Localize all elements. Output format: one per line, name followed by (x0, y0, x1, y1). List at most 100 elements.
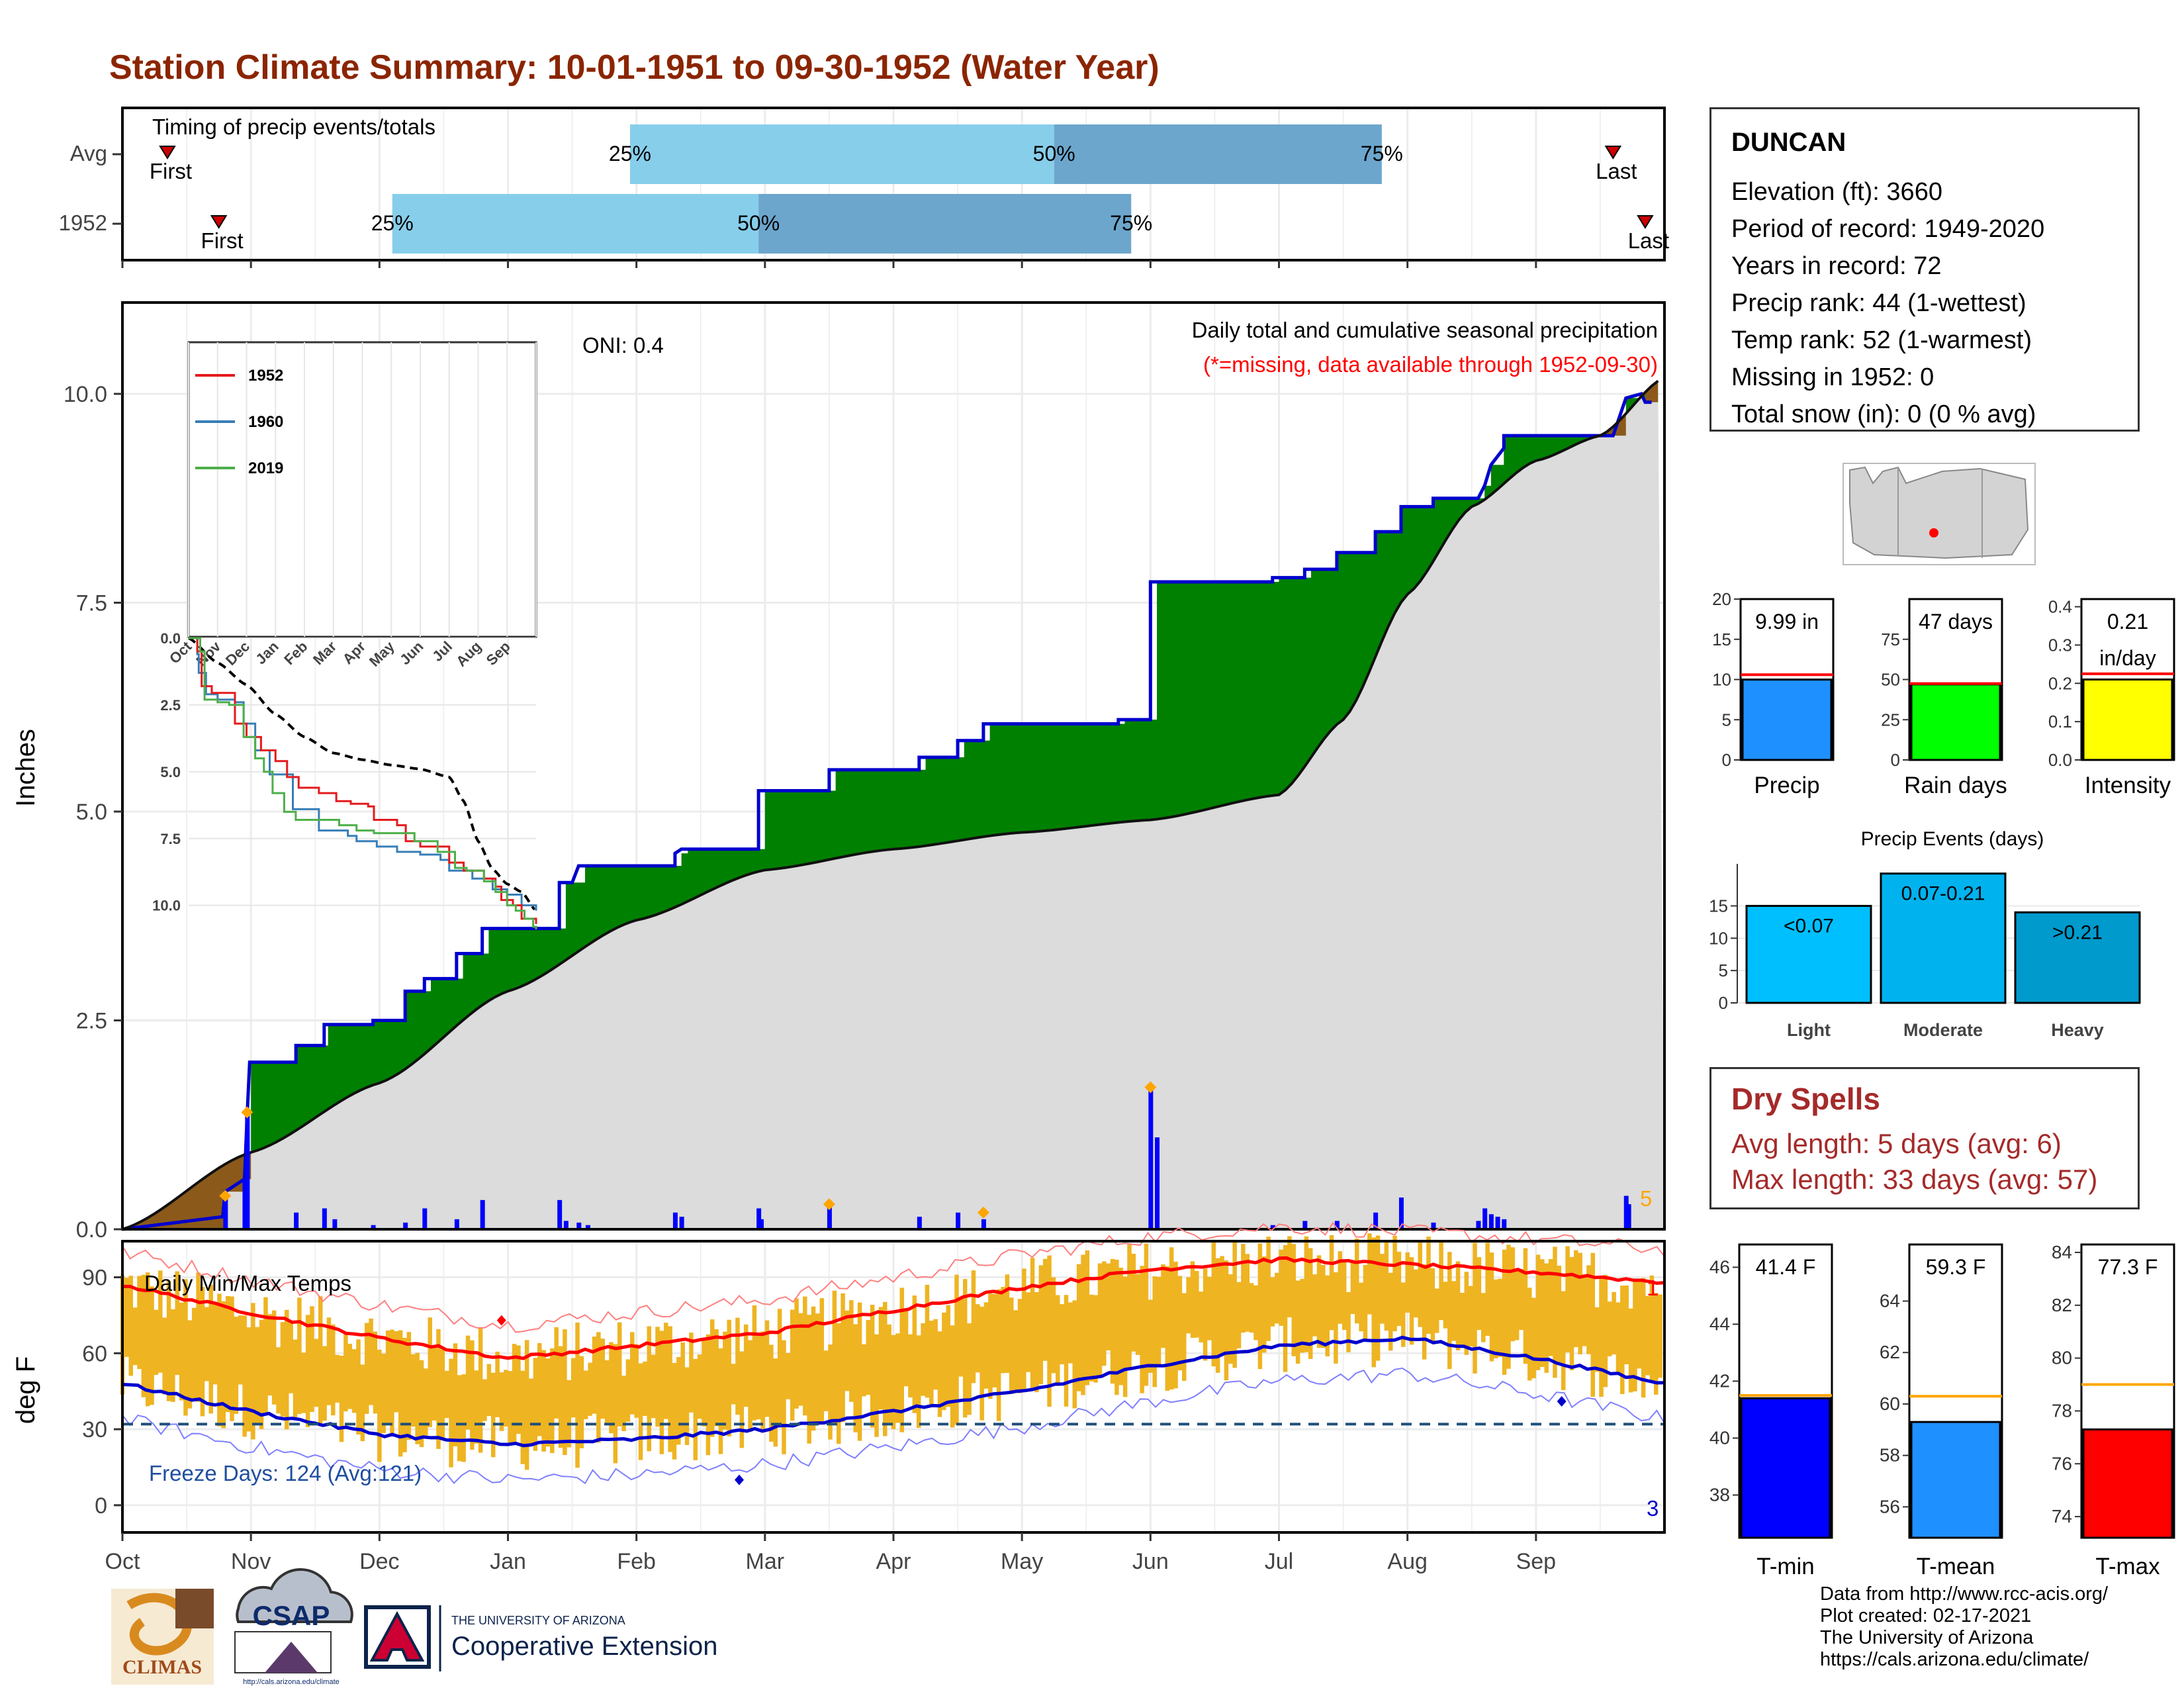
daily-precip-bar (679, 1217, 684, 1229)
mini-value-bar (1741, 679, 1833, 761)
freeze-days-label: Freeze Days: 124 (Avg:121) (149, 1461, 422, 1485)
mini-chart-label: Intensity (2085, 773, 2171, 798)
events-ytick: 10 (1709, 928, 1728, 948)
timing-row-label-1952: 1952 (59, 211, 107, 235)
daily-precip-bar (245, 1112, 250, 1229)
station-total-snow: Total snow (in): 0 (0 % avg) (1731, 400, 2036, 428)
mini-value-label: 0.21 (2107, 610, 2148, 633)
mini-ytick: 0.4 (2048, 597, 2072, 617)
events-ytick: 0 (1719, 993, 1728, 1013)
timing-pct-label: 75% (1361, 142, 1403, 165)
temp-mini-ytick: 46 (1709, 1256, 1730, 1277)
daily-precip-bar (1270, 1225, 1275, 1229)
event-bar-label: >0.21 (2052, 921, 2103, 943)
month-tick-sep: Sep (1516, 1549, 1557, 1574)
dry-spells-box: Dry Spells Avg length: 5 days (avg: 6) M… (1709, 1067, 2140, 1209)
mini-ytick: 0.2 (2048, 673, 2072, 693)
inset-avg-line (188, 637, 536, 911)
inset-ytick: 0.0 (160, 630, 181, 647)
mini-chart-rain-days: 0 25 50 75 47 days Rain days (1881, 598, 2007, 798)
inset-legend-label: 1960 (248, 413, 283, 431)
mini-ytick: 5 (1722, 710, 1731, 729)
inset-legend-label: 2019 (248, 459, 283, 477)
month-tick-mar: Mar (746, 1549, 785, 1574)
timing-pct-label: 25% (371, 211, 414, 235)
ua-cooperative-extension: Cooperative Extension (451, 1632, 717, 1661)
temp-heading: Daily Min/Max Temps (144, 1271, 351, 1295)
timing-pct-label: 25% (609, 142, 651, 165)
inset-ytick: 2.5 (160, 697, 181, 714)
temp-chart-label: T-min (1756, 1554, 1815, 1579)
daily-precip-bar (1626, 1204, 1631, 1229)
daily-precip-bar (242, 1179, 248, 1229)
daily-precip-bar (756, 1208, 762, 1229)
inset-xtick: Jan (252, 638, 281, 667)
inset-line-2019 (189, 637, 537, 929)
mini-value-label: 9.99 in (1755, 610, 1819, 633)
mini-ytick: 75 (1881, 630, 1900, 649)
mini-ytick: 0.0 (2048, 750, 2072, 770)
precip-ytick-label: 0.0 (76, 1217, 107, 1243)
temp-mini-ytick: 80 (2052, 1348, 2072, 1368)
month-tick-apr: Apr (876, 1549, 911, 1574)
daily-precip-bar (480, 1199, 485, 1229)
daily-precip-bar (1488, 1214, 1494, 1229)
record-high-marker (496, 1315, 506, 1326)
timing-bar-q25-q50-1952 (392, 194, 759, 254)
daily-precip-max-marker (241, 1106, 253, 1119)
temp-mini-ytick: 62 (1880, 1342, 1900, 1362)
month-tick-may: May (1001, 1549, 1043, 1574)
credit-university: The University of Arizona (1820, 1627, 2034, 1648)
mini-ytick: 10 (1712, 670, 1731, 690)
first-marker (159, 146, 176, 160)
temp-bottom-count: 3 (1647, 1496, 1659, 1521)
precip-ytick-label: 7.5 (76, 591, 107, 616)
temp-mini-ytick: 76 (2052, 1453, 2072, 1474)
temp-value-bar (1910, 1421, 2001, 1539)
station-name: DUNCAN (1731, 128, 1846, 157)
avg-max-line (122, 1256, 1665, 1360)
temp-mini-ytick: 64 (1880, 1290, 1900, 1311)
mini-value-label: 47 days (1919, 610, 1993, 633)
temp-chart-t-mean: 56 58 60 62 64 59.3 F T-mean (1880, 1243, 2003, 1579)
daily-precip-bar (672, 1212, 678, 1229)
temp-top-count: 1 (1647, 1276, 1659, 1300)
daily-precip-bar (1495, 1217, 1500, 1229)
timing-bar-q25-q50-Avg (629, 124, 1054, 184)
credits: Data from http://www.rcc-acis.org/ Plot … (1820, 1583, 2108, 1671)
event-category-label: Heavy (2051, 1020, 2104, 1040)
month-tick-oct: Oct (105, 1549, 140, 1574)
daily-precip-max-marker (1144, 1081, 1157, 1094)
timing-bar-q50-q75-Avg (1054, 124, 1382, 184)
station-temp-rank: Temp rank: 52 (1-warmest) (1731, 326, 2032, 354)
daily-precip-bar (1623, 1196, 1629, 1229)
daily-precip-bar (422, 1208, 428, 1229)
daily-precip-max-marker (977, 1206, 989, 1219)
mini-chart-intensity: 0.0 0.1 0.2 0.3 0.4 0.21 in/day Intensity (2048, 597, 2175, 798)
daily-precip-bar (1431, 1222, 1436, 1229)
precip-ytick-label: 5.0 (76, 800, 107, 825)
daily-precip-bar (1482, 1208, 1488, 1229)
temp-ytick-label: 30 (82, 1417, 107, 1442)
mini-ytick: 0.3 (2048, 635, 2072, 655)
month-tick-aug: Aug (1387, 1549, 1428, 1574)
credit-plot-created: Plot created: 02-17-2021 (1820, 1605, 2032, 1626)
temp-mini-ytick: 60 (1880, 1393, 1900, 1414)
temp-mini-ytick: 44 (1709, 1313, 1730, 1334)
inset-ytick: 7.5 (160, 831, 181, 847)
mini-ytick: 0.1 (2048, 712, 2072, 731)
temp-chart-label: T-mean (1917, 1554, 1995, 1579)
timing-heading: Timing of precip events/totals (152, 115, 435, 139)
daily-precip-bar (563, 1221, 569, 1229)
daily-precip-bar (576, 1222, 582, 1229)
inset-xtick: Jul (429, 638, 455, 665)
mini-chart-label: Precip (1754, 773, 1819, 798)
climas-logo: CLIMAS (111, 1589, 214, 1685)
temp-chart-t-min: 38 40 42 44 46 41.4 F T-min (1709, 1243, 1833, 1579)
station-period: Period of record: 1949-2020 (1731, 215, 2045, 243)
events-ytick: 5 (1719, 961, 1728, 980)
daily-precip-bar (403, 1222, 408, 1229)
daily-precip-bar (759, 1219, 764, 1229)
